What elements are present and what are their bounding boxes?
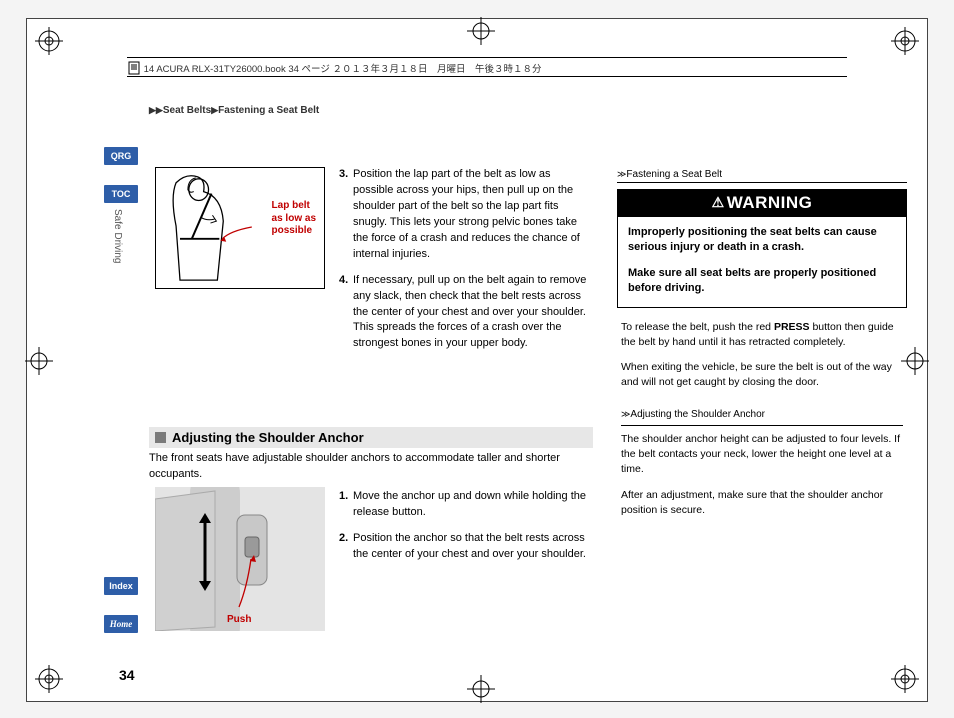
step-1-text: Move the anchor up and down while holdin… [353, 490, 586, 518]
ref-heading-1: ≫Fastening a Seat Belt [617, 169, 907, 183]
section-square-icon [155, 432, 166, 443]
section-intro: The front seats have adjustable shoulder… [149, 451, 589, 483]
manual-page: 14 ACURA RLX-31TY26000.book 34 ページ ２０１３年… [26, 18, 928, 702]
reg-mark-mt [467, 17, 495, 45]
note-4: After an adjustment, make sure that the … [621, 488, 903, 518]
steps-list-b: 1. Move the anchor up and down while hold… [339, 489, 589, 573]
ref-heading-2: ≫Adjusting the Shoulder Anchor [621, 408, 903, 426]
figure-lap-belt: Lap belt as low as possible [155, 167, 325, 289]
reg-mark-tl [35, 27, 63, 55]
breadcrumb-1: Seat Belts [163, 105, 211, 116]
note-block-1: To release the belt, push the red PRESS … [617, 320, 907, 518]
section-heading-shoulder-anchor: Adjusting the Shoulder Anchor [149, 427, 593, 448]
step-3-num: 3. [339, 167, 348, 183]
step-2-num: 2. [339, 531, 348, 547]
ref-arrow-icon: ≫ [621, 409, 630, 419]
section-side-label: Safe Driving [112, 209, 123, 263]
warning-box: ⚠WARNING Improperly positioning the seat… [617, 189, 907, 308]
figure-lap-belt-label: Lap belt as low as possible [272, 200, 316, 238]
reg-mark-mb [467, 675, 495, 703]
warning-p2: Make sure all seat belts are properly po… [628, 266, 896, 297]
step-4-num: 4. [339, 273, 348, 289]
warning-heading: ⚠WARNING [618, 190, 906, 217]
reg-mark-ml [25, 347, 53, 375]
nav-toc-button[interactable]: TOC [104, 185, 138, 203]
nav-home-button[interactable]: Home [104, 615, 138, 633]
step-1-num: 1. [339, 489, 348, 505]
note-3: The shoulder anchor height can be adjust… [621, 432, 903, 478]
reg-mark-bl [35, 665, 63, 693]
nav-index-button[interactable]: Index [104, 577, 138, 595]
step-4-text: If necessary, pull up on the belt again … [353, 274, 586, 350]
warning-triangle-icon: ⚠ [712, 194, 725, 210]
reg-mark-br [891, 665, 919, 693]
note-1: To release the belt, push the red PRESS … [621, 320, 903, 350]
file-header: 14 ACURA RLX-31TY26000.book 34 ページ ２０１３年… [127, 57, 847, 75]
nav-qrg-button[interactable]: QRG [104, 147, 138, 165]
steps-list-a: 3. Position the lap part of the belt as l… [339, 167, 589, 362]
breadcrumb: ▶▶Seat Belts▶Fastening a Seat Belt [149, 105, 319, 116]
breadcrumb-arrow-icon: ▶▶ [149, 105, 163, 115]
right-reference-column: ≫Fastening a Seat Belt ⚠WARNING Improper… [617, 169, 907, 528]
file-info-text: 14 ACURA RLX-31TY26000.book 34 ページ ２０１３年… [144, 64, 542, 75]
warning-p1: Improperly positioning the seat belts ca… [628, 225, 896, 256]
figure-push-label: Push [227, 614, 251, 625]
step-2-text: Position the anchor so that the belt res… [353, 532, 586, 560]
note-2: When exiting the vehicle, be sure the be… [621, 360, 903, 390]
step-3-text: Position the lap part of the belt as low… [353, 168, 580, 260]
page-number: 34 [119, 667, 135, 683]
breadcrumb-2: Fastening a Seat Belt [218, 105, 319, 116]
reg-mark-tr [891, 27, 919, 55]
ref-arrow-icon: ≫ [617, 169, 626, 179]
figure-shoulder-anchor: Push [155, 487, 325, 631]
